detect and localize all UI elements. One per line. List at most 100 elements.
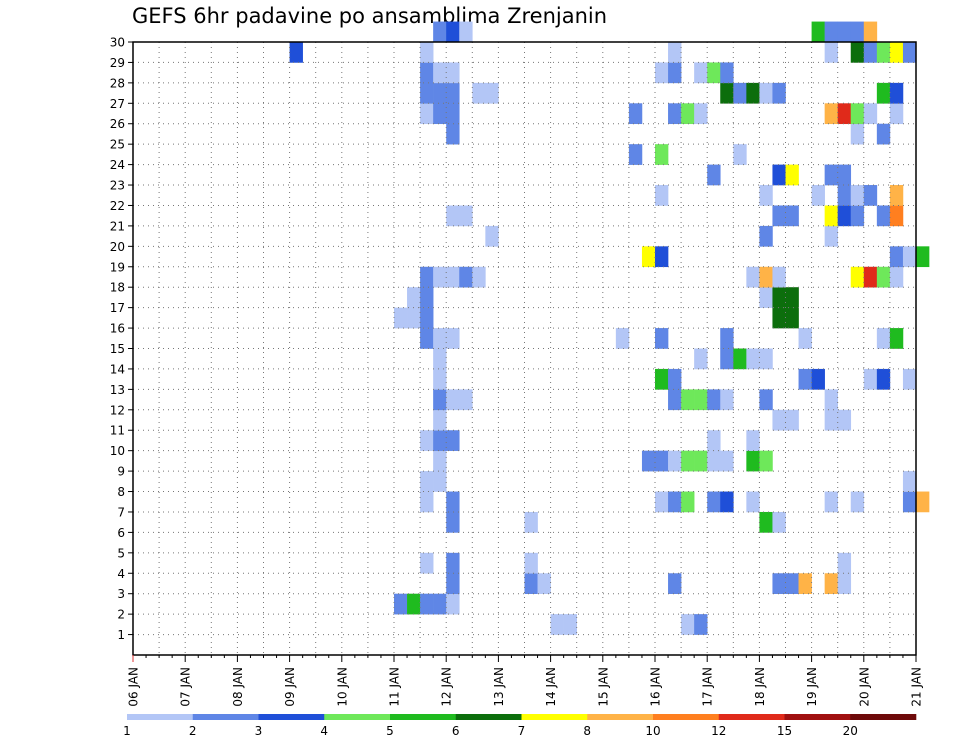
colorbar-label: 7 xyxy=(518,724,526,738)
y-tick-label: 22 xyxy=(110,199,125,213)
heatmap-cell xyxy=(641,246,656,268)
colorbar-label: 20 xyxy=(843,724,858,738)
heatmap-cell xyxy=(446,491,460,513)
heatmap-cell xyxy=(863,103,878,125)
heatmap-cell xyxy=(850,123,865,145)
heatmap-cell xyxy=(446,82,460,104)
x-tick-label: 20 JAN xyxy=(857,667,871,707)
heatmap-cell xyxy=(668,103,682,125)
y-tick-label: 18 xyxy=(110,281,125,295)
heatmap-cell xyxy=(694,614,708,635)
y-tick-label: 17 xyxy=(110,301,125,315)
y-tick-label: 8 xyxy=(117,485,125,499)
heatmap-cell xyxy=(433,450,447,472)
x-tick-label: 21 JAN xyxy=(910,667,924,707)
heatmap-cell xyxy=(420,491,434,513)
heatmap-cell xyxy=(420,552,434,574)
heatmap-cell xyxy=(446,511,460,533)
heatmap-cell xyxy=(759,287,773,308)
heatmap-cell xyxy=(850,103,865,125)
y-tick-label: 10 xyxy=(110,444,125,458)
heatmap-cell xyxy=(746,266,760,288)
heatmap-cell xyxy=(837,205,852,227)
y-tick-label: 25 xyxy=(110,138,125,152)
heatmap-cell xyxy=(446,123,460,145)
heatmap-cell xyxy=(524,573,538,594)
heatmap-cell xyxy=(433,368,447,390)
heatmap-cell xyxy=(720,82,734,104)
colorbar-swatch xyxy=(455,714,522,720)
heatmap-cell xyxy=(837,573,852,594)
heatmap-cell xyxy=(628,103,643,125)
heatmap-cell xyxy=(850,21,865,43)
colorbar-label: 8 xyxy=(583,724,591,738)
heatmap-cell xyxy=(694,450,708,472)
heatmap-cell xyxy=(772,573,786,594)
heatmap-cell xyxy=(420,307,434,329)
x-tick-label: 14 JAN xyxy=(544,667,558,707)
y-tick-label: 5 xyxy=(117,546,125,560)
colorbar-label: 6 xyxy=(452,724,460,738)
y-tick-label: 29 xyxy=(110,56,125,70)
heatmap-cell xyxy=(681,103,695,125)
x-tick-label: 10 JAN xyxy=(335,667,349,707)
heatmap-cell xyxy=(655,368,669,390)
heatmap-cell xyxy=(420,103,434,125)
heatmap-cell xyxy=(459,266,473,288)
heatmap-cell xyxy=(433,266,447,288)
heatmap-cell xyxy=(772,205,786,227)
colorbar-swatch xyxy=(521,714,588,720)
colorbar-swatch xyxy=(192,714,259,720)
heatmap-cell xyxy=(863,42,878,63)
heatmap-cell xyxy=(889,246,904,268)
heatmap-cell xyxy=(876,205,891,227)
heatmap-cell xyxy=(446,389,460,411)
heatmap-cell xyxy=(524,552,538,574)
heatmap-cell xyxy=(720,62,734,84)
heatmap-cell xyxy=(446,573,460,594)
heatmap-cell xyxy=(446,103,460,125)
heatmap-cell xyxy=(889,42,904,63)
colorbar-swatch xyxy=(653,714,720,720)
heatmap-cell xyxy=(850,42,865,63)
heatmap-cell xyxy=(420,471,434,492)
heatmap-cell xyxy=(433,62,447,84)
heatmap-cell xyxy=(746,430,760,451)
heatmap-cell xyxy=(420,430,434,451)
heatmap-cell xyxy=(655,144,669,165)
heatmap-cell xyxy=(902,471,917,492)
heatmap-cell xyxy=(798,368,812,390)
heatmap-cell xyxy=(889,266,904,288)
x-tick-label: 13 JAN xyxy=(492,667,506,707)
heatmap-cell xyxy=(433,82,447,104)
heatmap-cell xyxy=(889,103,904,125)
heatmap-cell xyxy=(668,42,682,63)
heatmap-cell xyxy=(889,82,904,104)
y-tick-label: 28 xyxy=(110,76,125,90)
heatmap-cell xyxy=(837,103,852,125)
colorbar-swatch xyxy=(324,714,391,720)
heatmap-cell xyxy=(720,389,734,411)
y-tick-label: 27 xyxy=(110,97,125,111)
y-tick-label: 4 xyxy=(117,567,125,581)
heatmap-cell xyxy=(694,103,708,125)
heatmap-cell xyxy=(798,573,812,594)
heatmap-cell xyxy=(824,205,838,227)
colorbar-swatch xyxy=(258,714,325,720)
heatmap-cell xyxy=(537,573,551,594)
x-tick-label: 19 JAN xyxy=(805,667,819,707)
heatmap-cell xyxy=(785,307,799,329)
heatmap-cell xyxy=(772,164,786,186)
heatmap-cell xyxy=(420,328,434,349)
heatmap-cell xyxy=(668,368,682,390)
heatmap-cell xyxy=(759,185,773,206)
colorbar-label: 10 xyxy=(645,724,660,738)
heatmap-cell xyxy=(550,614,564,635)
heatmap-cell xyxy=(459,389,473,411)
y-tick-label: 7 xyxy=(117,505,125,519)
y-tick-label: 20 xyxy=(110,240,125,254)
heatmap-cell xyxy=(707,491,721,513)
heatmap-cell xyxy=(902,42,917,63)
heatmap-cell xyxy=(876,42,891,63)
